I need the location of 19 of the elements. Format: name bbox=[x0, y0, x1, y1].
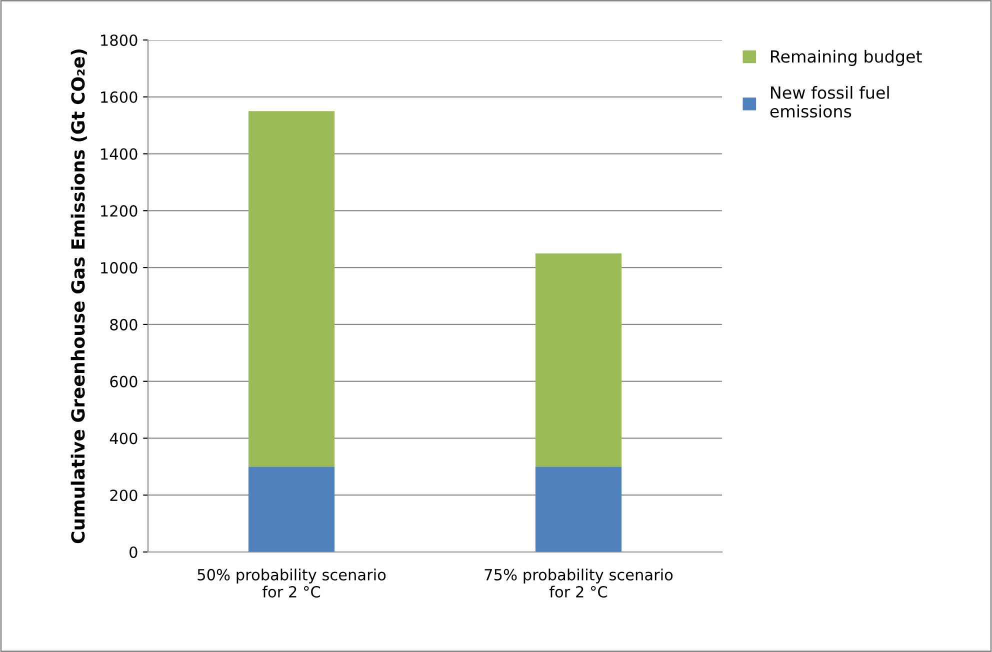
y-tick-label: 800 bbox=[110, 318, 138, 330]
y-tick-label: 1400 bbox=[101, 148, 138, 160]
y-tick-label: 1000 bbox=[101, 262, 138, 274]
x-tick-label: 75% probability scenario for 2 °C bbox=[484, 568, 673, 598]
bar bbox=[535, 466, 622, 552]
bar bbox=[248, 111, 335, 467]
y-tick-label: 1800 bbox=[101, 34, 138, 46]
y-tick-label: 600 bbox=[110, 376, 138, 388]
x-tick-label: 50% probability scenario for 2 °C bbox=[198, 568, 386, 598]
y-tick-label: 1200 bbox=[101, 205, 138, 217]
y-axis-title: Cumulative Greenhouse Gas Emissions (Gt CO₂e) bbox=[70, 50, 87, 544]
legend-label: New fossil fuel emissions bbox=[770, 86, 889, 118]
bar bbox=[535, 253, 622, 467]
y-tick-label: 1600 bbox=[101, 91, 138, 103]
y-tick-label: 400 bbox=[110, 432, 138, 444]
bar bbox=[248, 466, 335, 552]
y-tick-label: 200 bbox=[110, 490, 138, 502]
y-tick-label: 0 bbox=[130, 546, 138, 558]
legend-label: Remaining budget bbox=[771, 50, 922, 66]
